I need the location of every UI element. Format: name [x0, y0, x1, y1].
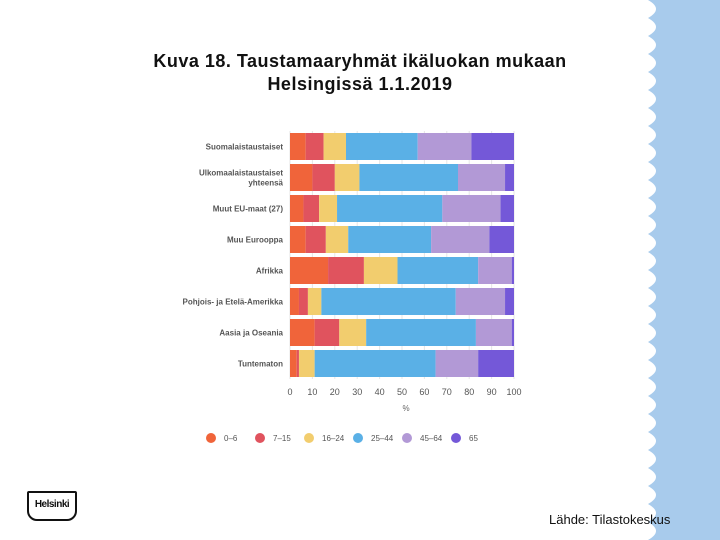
bar-segment: [442, 195, 501, 222]
bar-segment: [305, 226, 326, 253]
x-axis-label: %: [402, 404, 409, 413]
bar-segment: [478, 257, 512, 284]
x-tick-label: 0: [287, 387, 292, 397]
legend-label: 16–24: [322, 434, 345, 443]
bar-segment: [471, 133, 514, 160]
bar-segment: [305, 133, 324, 160]
bar-segment: [296, 350, 299, 377]
bar-segment: [511, 319, 514, 346]
bar-segment: [366, 319, 476, 346]
bar-segment: [489, 226, 514, 253]
category-label: Aasia ja Oseania: [219, 329, 283, 338]
bar-segment: [339, 319, 367, 346]
x-tick-label: 100: [506, 387, 521, 397]
helsinki-logo: Helsinki: [27, 491, 77, 521]
x-tick-label: 60: [419, 387, 429, 397]
title-line-1: Kuva 18. Taustamaaryhmät ikäluokan mukaa…: [153, 51, 567, 71]
decorative-wave-edge: [648, 0, 720, 540]
bar-segment: [323, 133, 346, 160]
bar-segment: [348, 226, 432, 253]
category-label: Tuntematon: [238, 360, 283, 369]
bar-segment: [290, 164, 313, 191]
bar-segment: [359, 164, 458, 191]
x-tick-label: 70: [442, 387, 452, 397]
legend-swatch: [206, 433, 216, 443]
bar-segment: [319, 195, 338, 222]
bar-segment: [328, 257, 364, 284]
legend-swatch: [402, 433, 412, 443]
bar-segment: [431, 226, 490, 253]
category-label: Muu Eurooppa: [227, 236, 284, 245]
bar-segment: [298, 288, 308, 315]
bar-segment: [337, 195, 443, 222]
legend-label: 25–44: [371, 434, 394, 443]
legend-swatch: [451, 433, 461, 443]
bar-segment: [290, 319, 315, 346]
legend: 0–6 7–15 16–24 25–44 45–64 65: [206, 433, 478, 443]
bar-segment: [397, 257, 479, 284]
x-tick-label: 10: [307, 387, 317, 397]
bar-segment: [290, 288, 299, 315]
bar-segment: [417, 133, 472, 160]
bars: [290, 133, 514, 377]
x-tick-label: 90: [487, 387, 497, 397]
x-tick-label: 30: [352, 387, 362, 397]
category-labels: Suomalaistaustaiset Ulkomaalaistaustaiset…: [183, 143, 284, 369]
bar-segment: [455, 288, 506, 315]
x-tick-label: 20: [330, 387, 340, 397]
legend-label: 65: [469, 434, 478, 443]
category-label: Ulkomaalaistaustaiset yhteensä: [199, 169, 284, 188]
bar-segment: [303, 195, 320, 222]
bar-segment: [478, 350, 514, 377]
bar-segment: [363, 257, 398, 284]
bar-segment: [290, 133, 306, 160]
bar-segment: [334, 164, 360, 191]
bar-segment: [290, 257, 329, 284]
bar-segment: [511, 257, 514, 284]
bar-segment: [500, 195, 514, 222]
category-label: Afrikka: [256, 267, 284, 276]
x-tick-label: 40: [375, 387, 385, 397]
bar-segment: [290, 226, 306, 253]
x-tick-label: 50: [397, 387, 407, 397]
category-label: Suomalaistaustaiset: [206, 143, 284, 152]
source-note: Lähde: Tilastokeskus: [549, 512, 671, 527]
x-tick-labels: 0 10 20 30 40 50 60 70 80 90 100: [287, 387, 521, 397]
bar-segment: [505, 164, 514, 191]
legend-swatch: [353, 433, 363, 443]
legend-label: 0–6: [224, 434, 238, 443]
bar-segment: [307, 288, 322, 315]
bar-segment: [505, 288, 514, 315]
legend-label: 45–64: [420, 434, 443, 443]
bar-segment: [325, 226, 349, 253]
legend-swatch: [255, 433, 265, 443]
legend-label: 7–15: [273, 434, 291, 443]
bar-segment: [298, 350, 315, 377]
bar-segment: [290, 350, 297, 377]
x-tick-label: 80: [464, 387, 474, 397]
legend-swatch: [304, 433, 314, 443]
bar-segment: [458, 164, 506, 191]
bar-segment: [290, 195, 304, 222]
bar-segment: [475, 319, 512, 346]
bar-segment: [346, 133, 418, 160]
bar-segment: [314, 350, 436, 377]
chart-title: Kuva 18. Taustamaaryhmät ikäluokan mukaa…: [60, 50, 660, 96]
category-label: Muut EU-maat (27): [213, 205, 284, 214]
bar-segment: [321, 288, 456, 315]
category-label: Pohjois- ja Etelä-Amerikka: [183, 298, 284, 307]
bar-segment: [314, 319, 340, 346]
bar-segment: [435, 350, 479, 377]
bar-segment: [312, 164, 335, 191]
title-line-2: Helsingissä 1.1.2019: [267, 74, 453, 94]
